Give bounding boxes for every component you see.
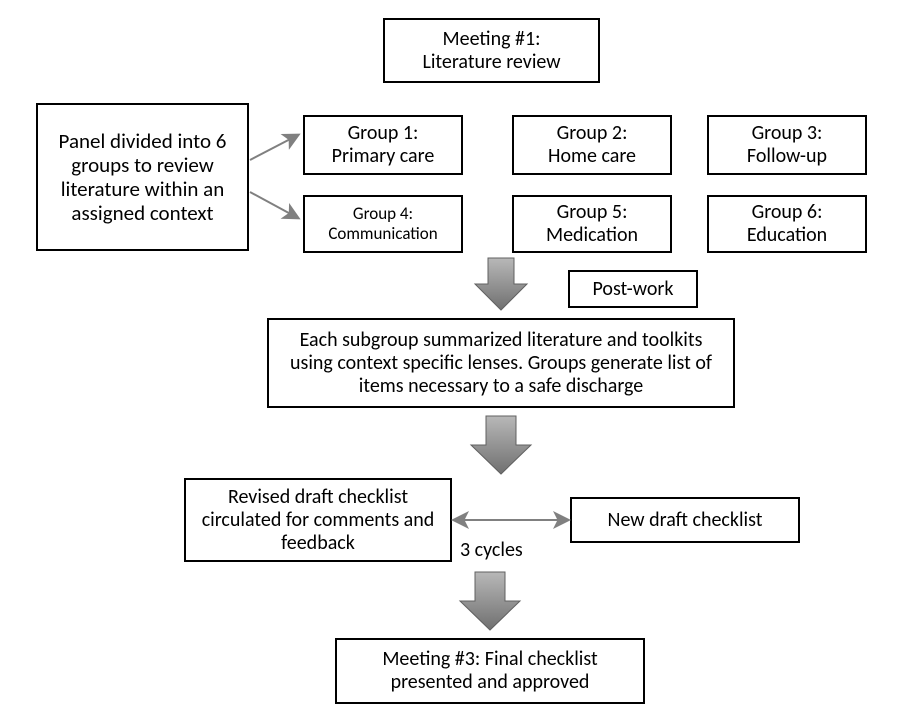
node-group5: Group 5:Medication bbox=[512, 195, 672, 253]
node-postwork-text: Post-work bbox=[592, 278, 673, 301]
node-summary-text: Each subgroup summarized literature and … bbox=[277, 329, 725, 398]
node-final-text: Meeting #3: Final checklist presented an… bbox=[345, 648, 635, 694]
node-group6-text: Group 6:Education bbox=[747, 201, 827, 247]
node-group6: Group 6:Education bbox=[707, 195, 867, 253]
label-cycles: 3 cycles bbox=[460, 538, 523, 562]
node-group2: Group 2:Home care bbox=[512, 115, 672, 175]
node-newdraft-text: New draft checklist bbox=[608, 509, 763, 532]
node-meeting1-text: Meeting #1:Literature review bbox=[422, 28, 560, 74]
node-group3: Group 3:Follow-up bbox=[707, 115, 867, 175]
node-panel-text: Panel divided into 6 groups to review li… bbox=[46, 129, 239, 226]
node-summary: Each subgroup summarized literature and … bbox=[267, 318, 735, 408]
node-panel: Panel divided into 6 groups to review li… bbox=[36, 103, 249, 251]
node-group2-text: Group 2:Home care bbox=[548, 122, 636, 168]
node-group1-text: Group 1:Primary care bbox=[332, 122, 435, 168]
node-postwork: Post-work bbox=[568, 270, 698, 308]
node-group5-text: Group 5:Medication bbox=[546, 201, 638, 247]
label-cycles-text: 3 cycles bbox=[460, 538, 523, 562]
node-newdraft: New draft checklist bbox=[570, 497, 800, 543]
flowchart-stage: Meeting #1:Literature review Panel divid… bbox=[0, 0, 900, 717]
node-revised-text: Revised draft checklist circulated for c… bbox=[194, 486, 442, 555]
node-final: Meeting #3: Final checklist presented an… bbox=[335, 638, 645, 704]
node-group3-text: Group 3:Follow-up bbox=[747, 122, 827, 168]
node-group4-text: Group 4:Communication bbox=[328, 204, 437, 243]
node-revised: Revised draft checklist circulated for c… bbox=[184, 478, 452, 562]
node-group4: Group 4:Communication bbox=[303, 195, 463, 253]
node-group1: Group 1:Primary care bbox=[303, 115, 463, 175]
node-meeting1: Meeting #1:Literature review bbox=[383, 18, 600, 83]
